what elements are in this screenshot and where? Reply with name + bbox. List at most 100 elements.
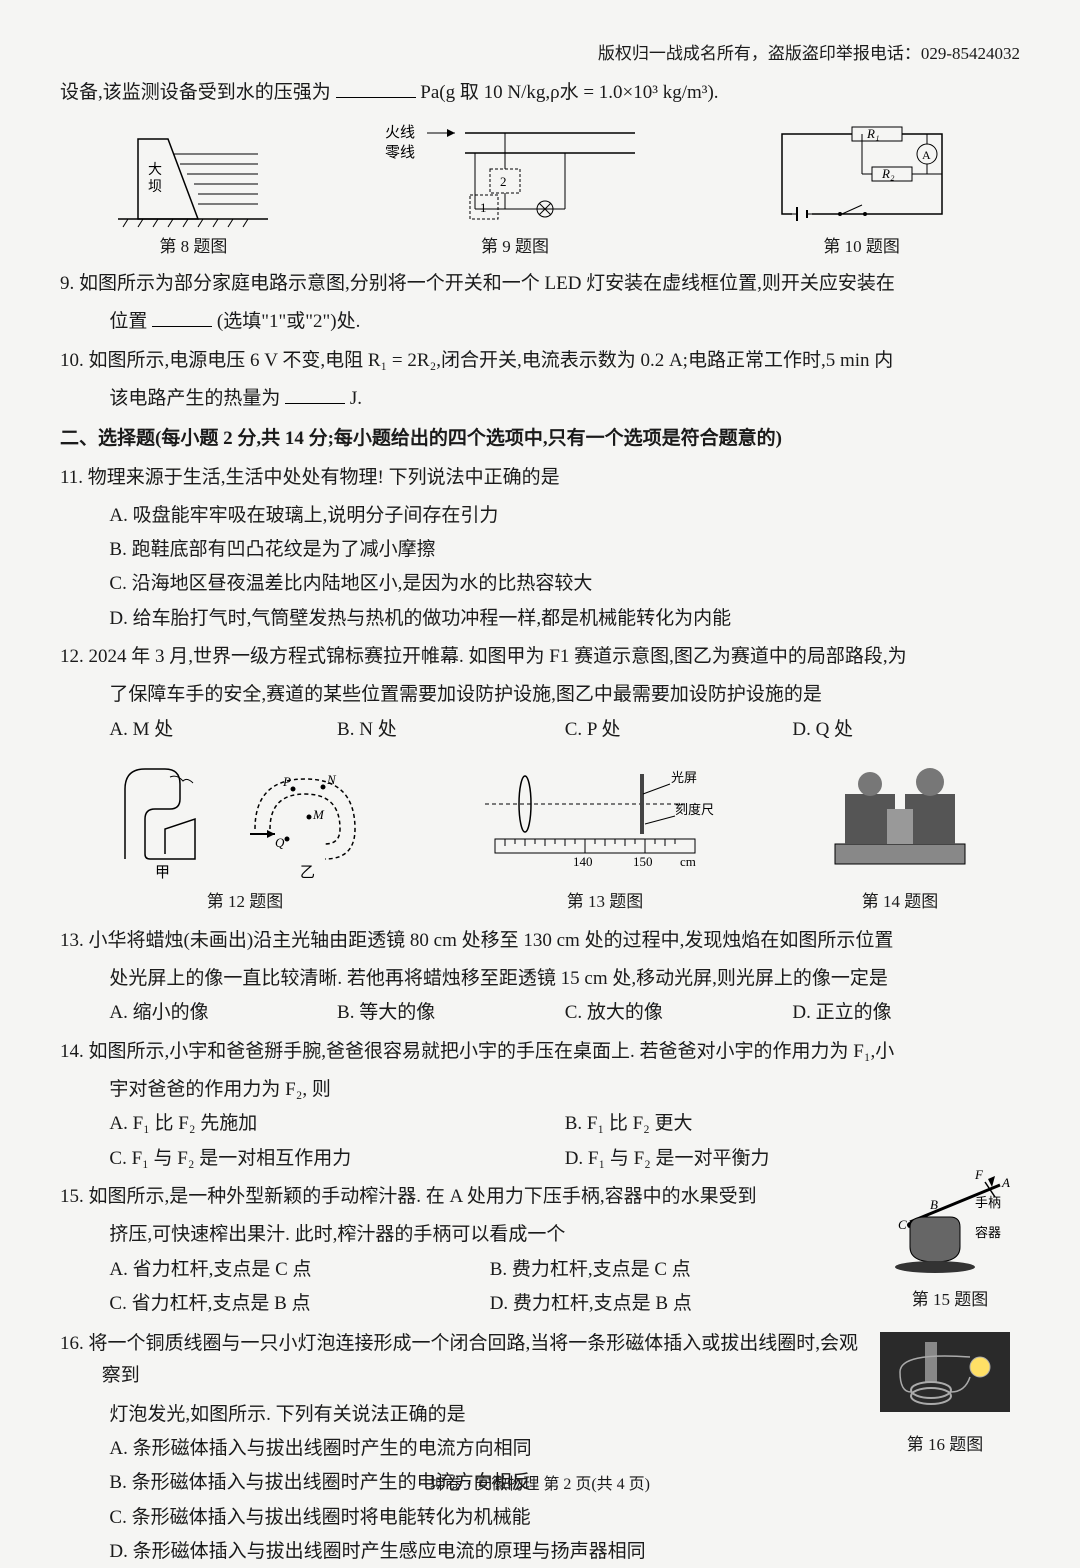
q9-text-b: 位置 <box>109 311 147 332</box>
q9: 9. 如图所示为部分家庭电路示意图,分别将一个开关和一个 LED 灯安装在虚线框… <box>60 268 1020 300</box>
fig12-box: 甲 P N M Q 乙 第 12 题图 <box>105 754 385 917</box>
q8-text-b: Pa(g 取 10 N/kg,ρ水 = 1.0×10³ kg/m³). <box>420 82 718 103</box>
q12-D: D. Q 处 <box>792 714 1020 746</box>
q15-stem-b: 挤压,可快速榨出果汁. 此时,榨汁器的手柄可以看成一个 <box>60 1219 1020 1251</box>
fig9-box: 火线 零线 2 1 第 9 题图 <box>385 119 645 262</box>
q12-B: B. N 处 <box>337 714 565 746</box>
fig16-box: 第 16 题图 <box>870 1322 1020 1460</box>
q14-opts-1: A. F₁ 比 F₂ 先施加 B. F₁ 比 F₂ 更大 <box>60 1108 1020 1140</box>
fig16-svg <box>870 1322 1020 1422</box>
svg-text:手柄: 手柄 <box>975 1195 1001 1210</box>
q14-B: B. F₁ 比 F₂ 更大 <box>565 1108 1020 1140</box>
q10-text-a: 10. 如图所示,电源电压 6 V 不变,电阻 R₁ = 2R₂,闭合开关,电流… <box>60 350 893 371</box>
q11-C: C. 沿海地区昼夜温差比内陆地区小,是因为水的比热容较大 <box>60 568 1020 600</box>
q10-text-b: 该电路产生的热量为 <box>109 388 280 409</box>
fig8-caption: 第 8 题图 <box>118 233 268 262</box>
q14-opts-2: C. F₁ 与 F₂ 是一对相互作用力 D. F₁ 与 F₂ 是一对平衡力 <box>60 1143 1020 1175</box>
q10-blank <box>285 386 345 404</box>
svg-text:甲: 甲 <box>155 865 170 881</box>
q9-text-a: 9. 如图所示为部分家庭电路示意图,分别将一个开关和一个 LED 灯安装在虚线框… <box>60 273 895 294</box>
fig15-svg: F A B C 手柄 容器 <box>880 1167 1020 1277</box>
q15-opts-2: C. 省力杠杆,支点是 B 点 D. 费力杠杆,支点是 B 点 <box>60 1288 870 1320</box>
svg-text:M: M <box>312 807 325 822</box>
q9-sub: 位置 (选填"1"或"2")处. <box>60 306 1020 338</box>
fig14-box: 第 14 题图 <box>825 754 975 917</box>
svg-text:P: P <box>282 774 291 789</box>
q12-stem-a: 12. 2024 年 3 月,世界一级方程式锦标赛拉开帷幕. 如图甲为 F1 赛… <box>60 641 1020 673</box>
fig10-box: R₁ R₂ A 第 10 题图 <box>762 119 962 262</box>
svg-text:B: B <box>930 1197 938 1212</box>
fig15-box: F A B C 手柄 容器 第 15 题图 <box>880 1167 1020 1315</box>
q16-C: C. 条形磁体插入与拔出线圈时将电能转化为机械能 <box>60 1502 1020 1534</box>
svg-text:R₁: R₁ <box>866 126 879 141</box>
copyright-line: 版权归一战成名所有，盗版盗印举报电话：029-85424032 <box>60 40 1020 69</box>
q15-C: C. 省力杠杆,支点是 B 点 <box>109 1288 489 1320</box>
fig-row-12-13-14: 甲 P N M Q 乙 第 12 题图 光屏 刻度尺 <box>60 754 1020 917</box>
q12-C: C. P 处 <box>565 714 793 746</box>
svg-text:R₂: R₂ <box>881 166 895 181</box>
fig12-svg: 甲 P N M Q 乙 <box>105 754 385 884</box>
fig9-caption: 第 9 题图 <box>385 233 645 262</box>
q13-stem-b: 处光屏上的像一直比较清晰. 若他再将蜡烛移至距透镜 15 cm 处,移动光屏,则… <box>60 963 1020 995</box>
q13-A: A. 缩小的像 <box>109 997 337 1029</box>
figures-row-8-9-10: 大 坝 第 8 题图 火线 零线 2 1 <box>60 119 1020 262</box>
fig10-svg: R₁ R₂ A <box>762 119 962 229</box>
svg-text:刻度尺: 刻度尺 <box>675 802 714 817</box>
svg-text:Q: Q <box>275 835 285 850</box>
q8-text-a: 设备,该监测设备受到水的压强为 <box>60 82 331 103</box>
q15-stem-a: 15. 如图所示,是一种外型新颖的手动榨汁器. 在 A 处用力下压手柄,容器中的… <box>60 1181 1020 1213</box>
q14-stem-b: 宇对爸爸的作用力为 F₂, 则 <box>60 1074 1020 1106</box>
q13-opts: A. 缩小的像 B. 等大的像 C. 放大的像 D. 正立的像 <box>60 997 1020 1029</box>
q15-D: D. 费力杠杆,支点是 B 点 <box>490 1288 870 1320</box>
q8-line: 设备,该监测设备受到水的压强为 Pa(g 取 10 N/kg,ρ水 = 1.0×… <box>60 77 1020 109</box>
q12-opts: A. M 处 B. N 处 C. P 处 D. Q 处 <box>60 714 1020 746</box>
q16-D: D. 条形磁体插入与拔出线圈时产生感应电流的原理与扬声器相同 <box>60 1536 1020 1568</box>
svg-text:火线: 火线 <box>385 124 415 141</box>
q14-A: A. F₁ 比 F₂ 先施加 <box>109 1108 564 1140</box>
svg-text:2: 2 <box>500 174 507 189</box>
q14-stem-a: 14. 如图所示,小宇和爸爸掰手腕,爸爸很容易就把小宇的手压在桌面上. 若爸爸对… <box>60 1036 1020 1068</box>
q12-stem-b: 了保障车手的安全,赛道的某些位置需要加设防护设施,图乙中最需要加设防护设施的是 <box>60 679 1020 711</box>
svg-text:A: A <box>1001 1175 1010 1190</box>
section2-heading: 二、选择题(每小题 2 分,共 14 分;每小题给出的四个选项中,只有一个选项是… <box>60 423 1020 455</box>
fig14-svg <box>825 754 975 884</box>
fig13-box: 光屏 刻度尺 140 150 cm 第 13 题图 <box>475 754 735 917</box>
q13-stem-a: 13. 小华将蜡烛(未画出)沿主光轴由距透镜 80 cm 处移至 130 cm … <box>60 925 1020 957</box>
svg-text:容器: 容器 <box>975 1225 1001 1240</box>
q13-C: C. 放大的像 <box>565 997 793 1029</box>
q14-C: C. F₁ 与 F₂ 是一对相互作用力 <box>109 1143 564 1175</box>
q14-D: D. F₁ 与 F₂ 是一对平衡力 <box>565 1143 1020 1175</box>
svg-text:cm: cm <box>680 854 696 869</box>
q13-B: B. 等大的像 <box>337 997 565 1029</box>
q11-B: B. 跑鞋底部有凹凸花纹是为了减小摩擦 <box>60 534 1020 566</box>
fig14-caption: 第 14 题图 <box>825 888 975 917</box>
svg-text:大: 大 <box>148 162 162 178</box>
fig8-svg: 大 坝 <box>118 119 268 229</box>
svg-text:零线: 零线 <box>385 144 415 161</box>
q11-A: A. 吸盘能牢牢吸在玻璃上,说明分子间存在引力 <box>60 500 1020 532</box>
q11-stem: 11. 物理来源于生活,生活中处处有物理! 下列说法中正确的是 <box>60 462 1020 494</box>
q8-blank <box>336 80 416 98</box>
q15-A: A. 省力杠杆,支点是 C 点 <box>109 1254 489 1286</box>
q15-B: B. 费力杠杆,支点是 C 点 <box>490 1254 870 1286</box>
svg-text:光屏: 光屏 <box>671 770 697 785</box>
fig10-caption: 第 10 题图 <box>762 233 962 262</box>
svg-text:150: 150 <box>633 854 653 869</box>
q15-opts-1: A. 省力杠杆,支点是 C 点 B. 费力杠杆,支点是 C 点 <box>60 1254 870 1286</box>
q13-D: D. 正立的像 <box>792 997 1020 1029</box>
svg-text:N: N <box>326 772 337 787</box>
svg-text:140: 140 <box>573 854 593 869</box>
q11-D: D. 给车胎打气时,气筒壁发热与热机的做功冲程一样,都是机械能转化为内能 <box>60 603 1020 635</box>
page-footer: 坤卷 · 安徽物理 第 2 页(共 4 页) <box>0 1471 1080 1498</box>
copyright-text: 版权归一战成名所有，盗版盗印举报电话：029-85424032 <box>598 44 1020 63</box>
fig9-svg: 火线 零线 2 1 <box>385 119 645 229</box>
svg-text:1: 1 <box>480 200 487 215</box>
svg-text:C: C <box>898 1217 907 1232</box>
q9-text-c: (选填"1"或"2")处. <box>217 311 360 332</box>
fig12-caption: 第 12 题图 <box>105 888 385 917</box>
fig8-box: 大 坝 第 8 题图 <box>118 119 268 262</box>
q10-sub: 该电路产生的热量为 J. <box>60 383 1020 415</box>
fig15-caption: 第 15 题图 <box>880 1286 1020 1315</box>
q10: 10. 如图所示,电源电压 6 V 不变,电阻 R₁ = 2R₂,闭合开关,电流… <box>60 345 1020 377</box>
fig13-caption: 第 13 题图 <box>475 888 735 917</box>
